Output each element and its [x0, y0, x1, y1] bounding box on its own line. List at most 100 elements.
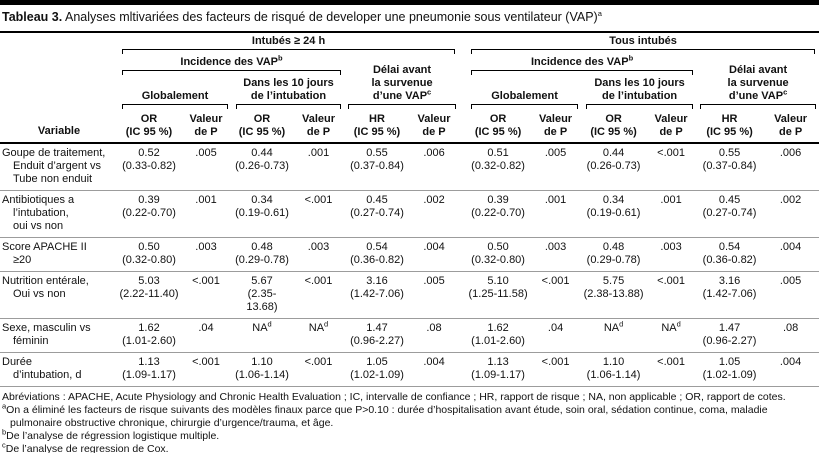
p-value-cell: .003 — [180, 237, 232, 272]
p-value-cell: .006 — [409, 143, 460, 191]
bracket-line — [471, 104, 579, 109]
or-ci-cell: 1.13 (1.09-1.17) — [467, 352, 530, 387]
p-value-cell: <.001 — [292, 271, 345, 319]
p-value-cell: .004 — [762, 352, 819, 387]
p-value-cell: .001 — [292, 143, 345, 191]
or-ci-cell: NAd — [232, 318, 292, 353]
or-ci-cell: 0.48 (0.29-0.78) — [582, 237, 646, 272]
p-value-cell: <.001 — [292, 352, 345, 387]
p-value-cell: .005 — [762, 271, 819, 319]
or-ci-cell: 0.52 (0.33-0.82) — [118, 143, 180, 191]
footnote-marker-b: b — [278, 53, 283, 63]
colhead-or-ci: OR (IC 95 %) — [232, 109, 292, 144]
colhead-p: Valeur de P — [292, 109, 345, 144]
col-dans-10-jours-1: Dans les 10 jours de l’intubation — [232, 75, 345, 109]
p-value-cell: .04 — [180, 318, 232, 353]
hr-ci-cell: 0.55 (0.37-0.84) — [345, 143, 409, 191]
col-dans-10-jours-2: Dans les 10 jours de l’intubation — [582, 75, 697, 109]
footnote-c: cDe l’analyse de regression de Cox. — [2, 440, 169, 453]
hr-ci-cell: 0.54 (0.36-0.82) — [345, 237, 409, 272]
p-value-cell: .001 — [645, 190, 698, 238]
footnotes: Abréviations : APACHE, Acute Physiology … — [0, 387, 819, 453]
colhead-or-ci: OR (IC 95 %) — [582, 109, 646, 144]
group-gap — [459, 352, 468, 387]
table-row-antibiotiques: Antibiotiques a l’intubation, oui vs non 0… — [0, 190, 819, 238]
table-header: Variable Intubés ≥ 24 h Tous intubés Inc… — [0, 33, 819, 144]
colhead-p: Valeur de P — [180, 109, 232, 144]
hr-ci-cell: 3.16 (1.42-7.06) — [697, 271, 763, 319]
p-value-cell: .005 — [180, 143, 232, 191]
table-row-nutrition: Nutrition entérale, Oui vs non 5.03 (2.22-… — [0, 271, 819, 319]
p-value-cell: .001 — [180, 190, 232, 238]
or-ci-cell: 5.67 (2.35-13.68) — [232, 271, 292, 319]
table-title-text: Analyses mltivariées des facteurs de ris… — [62, 10, 598, 24]
hr-ci-cell: 1.47 (0.96-2.27) — [697, 318, 763, 353]
p-value-cell: .001 — [529, 190, 583, 238]
col-group-tous-intubes: Tous intubés — [467, 33, 819, 54]
p-value-cell: .005 — [409, 271, 460, 319]
p-value-cell: <.001 — [645, 271, 698, 319]
group-gap — [459, 143, 468, 191]
p-value-cell: <.001 — [529, 352, 583, 387]
or-ci-cell: 0.34 (0.19-0.61) — [232, 190, 292, 238]
or-ci-cell: 0.50 (0.32-0.80) — [467, 237, 530, 272]
hr-ci-cell: 1.47 (0.96-2.27) — [345, 318, 409, 353]
or-ci-cell: 0.50 (0.32-0.80) — [118, 237, 180, 272]
hr-ci-cell: 3.16 (1.42-7.06) — [345, 271, 409, 319]
or-ci-cell: 1.62 (1.01-2.60) — [118, 318, 180, 353]
colhead-p: Valeur de P — [645, 109, 698, 144]
table-row-sexe: Sexe, masculin vs féminin 1.62 (1.01-2.60)… — [0, 318, 819, 353]
bracket-line — [122, 70, 341, 75]
hr-ci-cell: 0.55 (0.37-0.84) — [697, 143, 763, 191]
table-number: Tableau 3. — [2, 10, 63, 24]
p-value-cell: .004 — [409, 237, 460, 272]
variable-column-header: Variable — [0, 33, 118, 144]
or-ci-cell: 0.39 (0.22-0.70) — [118, 190, 180, 238]
header-stat-row: OR (IC 95 %) Valeur de P OR (IC 95 %) Valeu… — [0, 109, 819, 144]
p-value-cell: .002 — [762, 190, 819, 238]
p-value-cell: .08 — [409, 318, 460, 353]
row-label: Score APACHE II ≥20 — [0, 237, 118, 272]
bracket-line — [236, 104, 341, 109]
row-label: Goupe de traitement, Enduit d’argent vs Tu… — [0, 143, 118, 191]
colhead-or-ci: OR (IC 95 %) — [118, 109, 180, 144]
hr-ci-cell: 1.05 (1.02-1.09) — [697, 352, 763, 387]
group-gap — [459, 237, 468, 272]
or-ci-cell: 5.03 (2.22-11.40) — [118, 271, 180, 319]
p-value-cell: .006 — [762, 143, 819, 191]
p-value-cell: .003 — [292, 237, 345, 272]
p-value-cell: .002 — [409, 190, 460, 238]
header-group-row: Variable Intubés ≥ 24 h Tous intubés — [0, 33, 819, 144]
table-body: Goupe de traitement, Enduit d’argent vs Tu… — [0, 143, 819, 387]
colhead-or-ci: OR (IC 95 %) — [467, 109, 530, 144]
bracket-line — [586, 104, 694, 109]
bracket-line — [700, 104, 817, 109]
footnote-marker-c: c — [783, 87, 788, 97]
subgroup-incidence-vap-1: Incidence des VAPb — [118, 54, 345, 75]
hr-ci-cell: 1.05 (1.02-1.09) — [345, 352, 409, 387]
group-gap — [459, 190, 468, 238]
or-ci-cell: 1.10 (1.06-1.14) — [582, 352, 646, 387]
colhead-hr-ci: HR (IC 95 %) — [697, 109, 763, 144]
header-subsubgroup-row: Globalement Dans les 10 jours de l’intuba… — [0, 75, 819, 109]
p-value-cell: .003 — [645, 237, 698, 272]
p-value-cell: .04 — [529, 318, 583, 353]
or-ci-cell: 1.13 (1.09-1.17) — [118, 352, 180, 387]
abbreviations-note: Abréviations : APACHE, Acute Physiology … — [2, 391, 786, 403]
or-ci-cell: 0.34 (0.19-0.61) — [582, 190, 646, 238]
or-ci-cell: 0.44 (0.26-0.73) — [232, 143, 292, 191]
table-row-traitement: Goupe de traitement, Enduit d’argent vs Tu… — [0, 143, 819, 191]
colhead-hr-ci: HR (IC 95 %) — [345, 109, 409, 144]
bracket-line — [348, 104, 457, 109]
group-gap — [459, 33, 468, 144]
p-value-cell: <.001 — [529, 271, 583, 319]
bracket-line — [471, 70, 694, 75]
row-label: Durée d’intubation, d — [0, 352, 118, 387]
or-ci-cell: 0.51 (0.32-0.82) — [467, 143, 530, 191]
footnote-marker-b: b — [628, 53, 634, 63]
p-value-cell: .005 — [529, 143, 583, 191]
or-ci-cell: 0.39 (0.22-0.70) — [467, 190, 530, 238]
row-label: Sexe, masculin vs féminin — [0, 318, 118, 353]
p-value-cell: <.001 — [292, 190, 345, 238]
p-value-cell: .004 — [762, 237, 819, 272]
